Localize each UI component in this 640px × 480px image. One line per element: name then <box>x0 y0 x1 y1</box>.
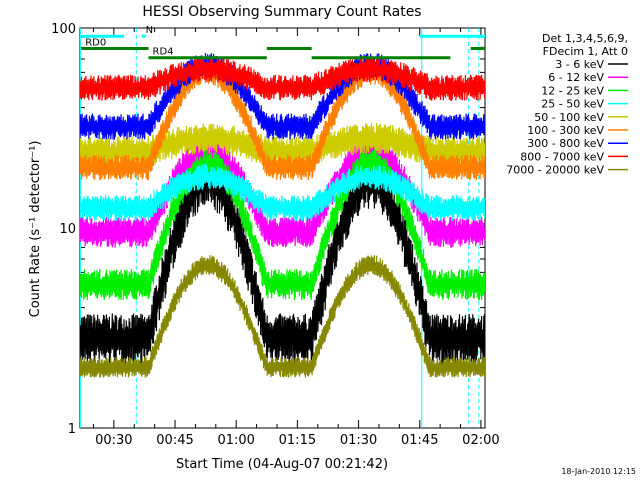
x-tick-label: 02:00 <box>462 433 499 448</box>
footer-date: 18-Jan-2010 12:15 <box>561 467 636 476</box>
legend: Det 1,3,4,5,6,9,FDecim 1, Att 03 - 6 keV… <box>506 32 628 177</box>
legend-entry-label: 100 - 300 keV <box>527 124 604 137</box>
y-tick-label: 10 <box>59 222 76 237</box>
y-tick-label: 1 <box>68 422 76 437</box>
series-band <box>80 56 485 101</box>
legend-entry-label: 12 - 25 keV <box>541 84 604 97</box>
plot-area: 00:30 00:45 01:00 01:15 01:30 01:45 02:00 1 10 10… <box>51 22 499 448</box>
legend-entry-label: 25 - 50 keV <box>541 98 604 111</box>
chart-title: HESSI Observing Summary Count Rates <box>142 4 421 20</box>
series-band <box>80 158 485 366</box>
y-axis-label: Count Rate (s⁻¹ detector⁻¹) <box>28 141 43 318</box>
x-tick-label: 01:00 <box>217 433 254 448</box>
x-tick-label: 00:45 <box>156 433 193 448</box>
series-band <box>80 136 485 248</box>
x-tick-label: 01:15 <box>279 433 316 448</box>
legend-entry-label: 6 - 12 keV <box>548 71 604 84</box>
series-band <box>80 122 485 168</box>
legend-entry-label: 50 - 100 keV <box>534 111 604 124</box>
legend-entry-label: 3 - 6 keV <box>555 58 604 71</box>
legend-header: Det 1,3,4,5,6,9, <box>542 32 628 45</box>
x-tick-label: 01:30 <box>340 433 377 448</box>
state-bar-label: RD0 <box>85 37 106 48</box>
x-axis-label: Start Time (04-Aug-07 00:21:42) <box>176 457 388 472</box>
state-bar-label: N <box>146 25 153 36</box>
series-group <box>80 28 485 428</box>
x-tick-label: 01:45 <box>401 433 438 448</box>
legend-entry-label: 800 - 7000 keV <box>520 150 604 163</box>
series-band <box>80 147 485 301</box>
series-band <box>80 60 485 181</box>
series-band <box>80 163 485 222</box>
series-band <box>80 52 485 140</box>
series-band <box>80 255 485 378</box>
y-tick-label: 100 <box>51 22 76 37</box>
x-tick-label: 00:30 <box>95 433 132 448</box>
legend-header: FDecim 1, Att 0 <box>543 45 628 58</box>
legend-entry-label: 300 - 800 keV <box>527 137 604 150</box>
state-bar-label: RD4 <box>153 47 174 58</box>
legend-entry-label: 7000 - 20000 keV <box>506 164 604 177</box>
